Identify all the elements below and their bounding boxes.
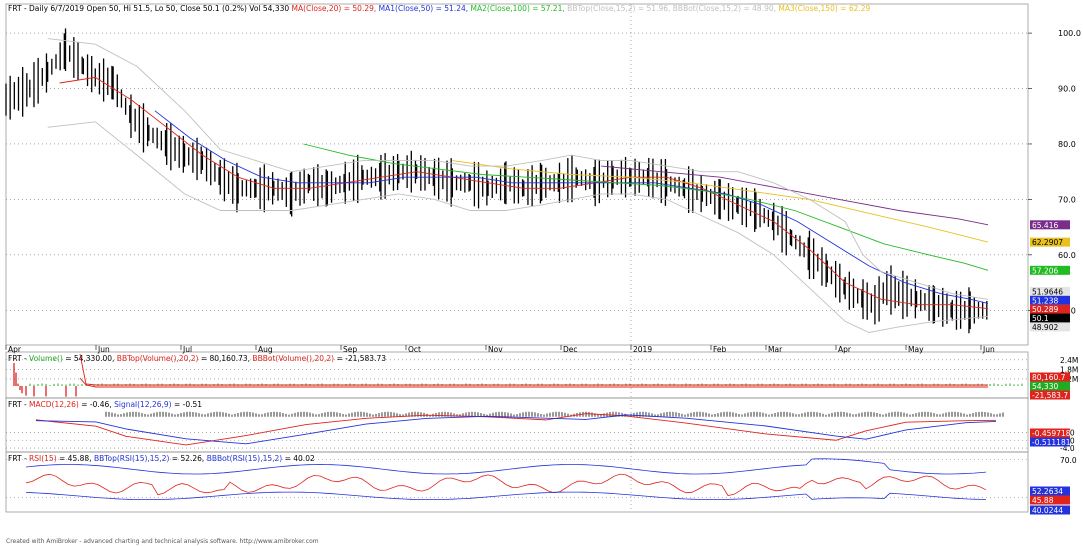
rsi-bbtop-line (25, 458, 987, 475)
price-title: FRT - Daily 6/7/2019 Open 50, Hi 51.5, L… (8, 4, 871, 13)
price-value-label-bg (1030, 304, 1070, 314)
volume-value-label: 54,330 (1032, 382, 1058, 391)
rsi-value-label: 45.88 (1032, 496, 1054, 505)
price-value-label: 65.416 (1032, 221, 1058, 230)
rsi-value-label-bg (1030, 495, 1070, 505)
price-value-label: 51.9646 (1032, 287, 1063, 296)
footer-credit: Created with AmiBroker - advanced charti… (6, 538, 319, 545)
series-bbbot-close-15-2- (47, 121, 989, 333)
volume-value-label: 80,160.7 (1032, 373, 1066, 382)
price-value-label: 57.206 (1032, 266, 1058, 275)
macd-value-label-bg (1030, 428, 1070, 438)
price-value-label-bg (1030, 322, 1070, 332)
price-value-label: 62.2907 (1032, 238, 1063, 247)
price-y-tick: 70.0 (1058, 195, 1076, 204)
price-value-label-bg (1030, 295, 1070, 305)
volume-bbtop-line (79, 377, 988, 388)
price-y-tick: 100.0 (1058, 29, 1081, 38)
rsi-bbbot-line (25, 491, 987, 501)
rsi-value-label-bg (1030, 505, 1070, 515)
price-value-label-bg (1030, 237, 1070, 247)
rsi-value-label: 52.2634 (1032, 487, 1063, 496)
price-x-label: Sep (343, 345, 357, 354)
macd-signal-line (35, 414, 997, 445)
price-x-label: May (908, 345, 924, 354)
price-value-label-bg (1030, 220, 1070, 230)
price-x-label: Feb (713, 345, 727, 354)
series-bbtop-close-15-2- (47, 38, 989, 300)
macd-y-tick: -4.0 (1060, 444, 1075, 453)
price-x-label: Jun (97, 345, 110, 354)
pane-frame-price (5, 3, 1029, 346)
price-value-label-bg (1030, 286, 1070, 296)
price-x-label: Aug (258, 345, 273, 354)
volume-bbbot-line (79, 353, 988, 386)
price-x-label: Dec (563, 345, 578, 354)
price-value-label: 48.902 (1032, 323, 1058, 332)
series-ma2-close-100- (303, 143, 989, 271)
rsi-line (25, 473, 987, 496)
macd-line (35, 413, 997, 446)
macd-title: FRT - MACD(12,26) = -0.46, Signal(12,26,… (8, 400, 202, 409)
price-y-tick: 60.0 (1058, 251, 1076, 260)
price-x-label: Jun (982, 345, 995, 354)
volume-value-label: -21,583.7 (1032, 391, 1068, 400)
price-x-label: Apr (8, 345, 22, 354)
series-ma1-close-50- (154, 110, 989, 304)
volume-y-tick: 1.8M (1060, 365, 1078, 374)
pane-frame-rsi (5, 451, 1029, 513)
volume-title: FRT - Volume() = 54,330.00, BBTop(Volume… (8, 354, 386, 363)
series-purple-ma (601, 165, 989, 226)
price-value-label: 51.238 (1032, 296, 1058, 305)
rsi-value-label-bg (1030, 486, 1070, 496)
rsi-y-tick: 70.0 (1060, 456, 1077, 465)
series-ma3-close-150- (452, 160, 989, 243)
macd-value-label-bg (1030, 437, 1070, 447)
price-x-label: Mar (768, 345, 783, 354)
volume-value-label-bg (1030, 372, 1070, 382)
price-x-label: Jul (182, 345, 192, 354)
price-value-label-bg (1030, 265, 1070, 275)
rsi-title: FRT - RSI(15) = 45.88, BBTop(RSI(15),15,… (8, 454, 315, 463)
price-x-label: Oct (408, 345, 421, 354)
price-x-label: Nov (488, 345, 503, 354)
volume-y-tick: 2.4M (1060, 356, 1078, 365)
volume-value-label-bg (1030, 390, 1070, 400)
price-y-tick: 90.0 (1058, 85, 1076, 94)
series-ma-close-20- (59, 76, 989, 310)
macd-value-label: -0.511181 (1032, 438, 1071, 447)
price-y-tick: 80.0 (1058, 140, 1076, 149)
price-bars (5, 28, 988, 334)
price-x-label: 2019 (633, 345, 652, 354)
price-value-label: 50.1 (1032, 314, 1049, 323)
macd-value-label: -0.459718 (1032, 429, 1071, 438)
price-x-label: Apr (838, 345, 852, 354)
price-value-label: 50.289 (1032, 305, 1058, 314)
price-value-label-bg (1030, 313, 1070, 323)
volume-value-label-bg (1030, 381, 1070, 391)
rsi-value-label: 40.0244 (1032, 506, 1063, 515)
